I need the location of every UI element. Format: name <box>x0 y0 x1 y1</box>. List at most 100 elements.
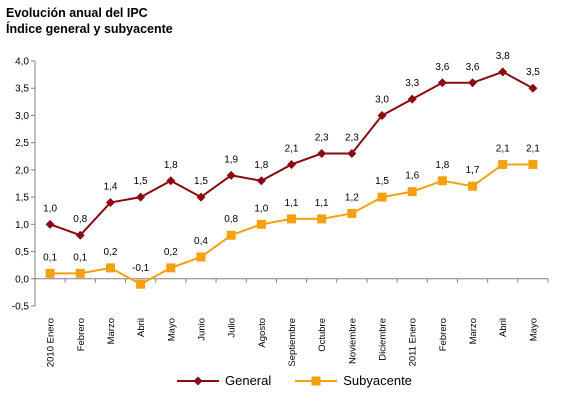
data-point-subyacente <box>317 214 327 224</box>
data-label-general: 1,8 <box>164 160 178 171</box>
x-tick-label: Abril <box>136 318 147 337</box>
data-label-general: 1,8 <box>254 160 268 171</box>
data-point-subyacente <box>407 187 417 197</box>
data-label-subyacente: 1,5 <box>375 176 389 187</box>
legend-item-subyacente: Subyacente <box>293 373 412 388</box>
data-point-subyacente <box>287 214 296 224</box>
data-point-subyacente <box>377 192 387 202</box>
x-tick-label: Marzo <box>106 318 117 344</box>
legend-swatch-general <box>177 376 219 385</box>
data-label-subyacente: 0,1 <box>73 252 87 263</box>
data-label-subyacente: 1,6 <box>405 171 419 182</box>
data-point-general <box>347 149 357 159</box>
y-tick-label: 3,5 <box>15 84 29 95</box>
y-tick-label: 2,0 <box>15 165 29 176</box>
chart-title: Evolución anual del IPC <box>6 6 148 20</box>
x-tick-label: Febrero <box>76 318 87 351</box>
data-point-subyacente <box>498 159 508 169</box>
x-tick-label: Mayo <box>166 318 177 341</box>
data-point-general <box>75 230 85 240</box>
data-point-general <box>136 192 146 202</box>
data-point-subyacente <box>437 176 447 186</box>
data-point-general <box>468 78 478 88</box>
data-label-general: 1,4 <box>103 182 117 193</box>
chart-title-block: Evolución anual del IPC Índice general y… <box>6 5 173 37</box>
x-tick-label: Julio <box>227 318 238 338</box>
legend-label-general: General <box>225 373 272 388</box>
x-tick-label: Junio <box>196 318 207 341</box>
data-label-subyacente: 1,2 <box>345 192 359 203</box>
x-tick-label: Agosto <box>257 318 268 348</box>
data-label-general: 0,8 <box>73 214 87 225</box>
data-point-general <box>528 83 538 93</box>
data-label-subyacente: 1,1 <box>315 198 329 209</box>
x-tick-label: Abril <box>498 318 509 337</box>
data-point-general <box>256 176 266 186</box>
data-point-subyacente <box>45 268 55 278</box>
data-point-general <box>437 78 447 88</box>
data-label-subyacente: 0,2 <box>164 247 178 258</box>
data-point-general <box>407 94 417 104</box>
x-tick-label: Mayo <box>528 318 539 341</box>
data-label-subyacente: 1,7 <box>466 165 480 176</box>
data-point-general <box>45 219 55 229</box>
data-point-subyacente <box>105 263 115 273</box>
x-tick-label: Febrero <box>438 318 449 351</box>
x-tick-label: Marzo <box>468 318 479 344</box>
data-label-general: 3,6 <box>466 62 480 73</box>
data-point-general <box>287 159 296 169</box>
data-point-subyacente <box>256 219 266 229</box>
data-point-subyacente <box>166 263 176 273</box>
y-tick-label: 4,0 <box>15 57 29 68</box>
data-label-subyacente: 1,0 <box>254 203 268 214</box>
data-label-general: 1,9 <box>224 154 238 165</box>
y-tick-label: 0,5 <box>15 247 29 258</box>
data-label-subyacente: 0,4 <box>194 236 208 247</box>
y-tick-label: 0,0 <box>15 274 29 285</box>
data-point-general <box>498 67 508 77</box>
data-label-general: 2,1 <box>285 143 299 154</box>
data-point-general <box>226 170 236 180</box>
data-label-general: 3,5 <box>526 67 540 78</box>
y-tick-label: 1,5 <box>15 193 29 204</box>
data-point-subyacente <box>468 181 478 191</box>
data-label-subyacente: 1,8 <box>435 160 449 171</box>
data-point-subyacente <box>347 208 357 218</box>
x-tick-label: Diciembre <box>378 318 389 361</box>
y-tick-label: 3,0 <box>15 111 29 122</box>
data-point-subyacente <box>226 230 236 240</box>
chart-legend: General Subyacente <box>175 373 434 388</box>
x-tick-label: 2011 Enero <box>408 318 419 366</box>
data-label-subyacente: 0,1 <box>43 252 57 263</box>
legend-swatch-subyacente <box>295 376 338 385</box>
data-point-general <box>105 198 115 208</box>
data-label-general: 2,3 <box>315 133 329 144</box>
data-point-subyacente <box>528 159 538 169</box>
data-label-subyacente: -0,1 <box>132 263 150 274</box>
series-line-subyacente <box>50 163 533 286</box>
data-point-general <box>166 176 176 186</box>
data-label-general: 3,0 <box>375 94 389 105</box>
x-tick-label: Octubre <box>317 318 328 352</box>
legend-item-general: General <box>175 373 271 388</box>
data-label-general: 3,8 <box>496 51 510 62</box>
data-label-subyacente: 2,1 <box>526 143 540 154</box>
data-point-subyacente <box>75 268 85 278</box>
data-point-subyacente <box>196 252 206 262</box>
data-label-general: 3,3 <box>405 78 419 89</box>
data-point-general <box>317 149 327 159</box>
data-point-general <box>377 110 387 120</box>
data-label-subyacente: 0,8 <box>224 214 238 225</box>
x-tick-label: Septiembre <box>287 318 298 367</box>
chart-subtitle: Índice general y subyacente <box>6 22 173 36</box>
data-label-subyacente: 1,1 <box>285 198 299 209</box>
data-point-general <box>196 192 206 202</box>
data-label-subyacente: 2,1 <box>496 143 510 154</box>
y-tick-label: 2,5 <box>15 138 29 149</box>
data-label-general: 2,3 <box>345 133 359 144</box>
data-label-general: 1,0 <box>43 203 57 214</box>
legend-label-subyacente: Subyacente <box>343 373 412 388</box>
data-label-subyacente: 0,2 <box>103 247 117 258</box>
data-label-general: 3,6 <box>435 62 449 73</box>
